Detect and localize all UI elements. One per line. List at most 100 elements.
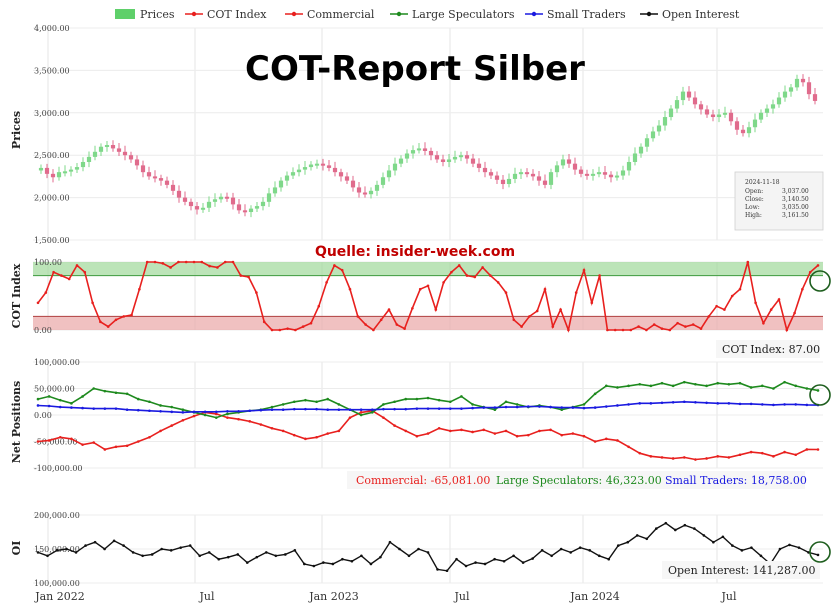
candle-down <box>176 190 182 198</box>
candle-down <box>482 167 488 173</box>
open-interest-line-point <box>654 527 658 530</box>
candle-up <box>86 156 92 162</box>
small-traders-line-point <box>370 408 374 412</box>
open-interest-line-point <box>445 569 449 573</box>
candle-down <box>140 165 146 173</box>
large-speculators-line-point <box>337 403 341 406</box>
small-traders-line-point <box>304 407 307 411</box>
large-speculators-line-point <box>582 403 586 406</box>
commercial-line-point <box>560 433 564 437</box>
candle-up <box>506 178 512 185</box>
open-interest-line-point <box>455 557 458 561</box>
open-interest-line-point <box>816 553 820 557</box>
open-interest-line-point <box>426 551 430 554</box>
small-traders-line-point <box>337 408 341 412</box>
small-traders-line-point <box>437 407 441 410</box>
large-speculators-line-point <box>170 405 174 409</box>
open-interest-line-point <box>464 564 468 568</box>
small-traders-line-point <box>415 407 419 410</box>
commercial-line-point <box>315 435 318 439</box>
open-interest-line-point <box>493 557 496 561</box>
candle-up <box>278 180 284 188</box>
large-speculators-line-point <box>58 398 62 402</box>
y-tick-label: 100,000.00 <box>34 358 80 367</box>
cot-index-line-point <box>286 327 289 330</box>
large-speculators-line-point <box>616 386 619 389</box>
open-interest-line-point <box>112 539 116 543</box>
high-band <box>33 262 823 276</box>
large-speculators-line-point <box>125 392 129 396</box>
commercial-value-label: Commercial: -65,081.00 <box>356 474 490 487</box>
large-speculators-line-point <box>460 395 463 398</box>
open-interest-line-point <box>578 546 582 549</box>
candle-down <box>698 104 704 110</box>
tooltip-value: 3,140.50 <box>782 196 809 203</box>
open-interest-line-point <box>559 547 563 551</box>
open-interest-line-point <box>322 561 325 564</box>
commercial-line-point <box>148 435 151 439</box>
candle-up <box>380 177 386 185</box>
cot-index-line-point <box>574 291 578 294</box>
open-interest-line-point <box>388 540 392 544</box>
cot-index-line-point <box>434 308 438 311</box>
commercial-line-point <box>382 416 385 419</box>
candle-down <box>566 159 572 164</box>
small-traders-line-point <box>237 409 240 413</box>
legend-label: Prices <box>140 8 175 21</box>
net-positions-highlight-circle <box>809 384 831 406</box>
open-interest-line-point <box>122 544 125 547</box>
large-speculators-line-point <box>36 397 40 401</box>
cot-index-line-point <box>738 287 742 291</box>
commercial-line-point <box>749 450 753 454</box>
chart-title: COT-Report Silber <box>245 49 585 89</box>
cot-index-line-point <box>169 266 172 269</box>
open-interest-line-point <box>540 549 544 552</box>
commercial-line-point <box>794 453 798 457</box>
small-traders-line-point <box>660 401 664 405</box>
large-speculators-line-point <box>393 400 396 404</box>
legend[interactable]: Prices COT Index Commercial Large Speculato… <box>115 8 740 21</box>
candle-down <box>236 204 242 211</box>
cot-index-line-point <box>730 294 734 298</box>
candle-up <box>446 159 452 162</box>
open-interest-line-point <box>264 551 268 554</box>
commercial-line-point <box>304 437 307 441</box>
small-traders-line-point <box>315 407 318 411</box>
commercial-line <box>37 409 819 461</box>
commercial-line-point <box>70 437 73 441</box>
small-traders-line-point <box>604 405 608 408</box>
large-speculators-line-point <box>716 381 720 385</box>
open-interest-line-point <box>407 554 411 558</box>
cot-index-line-point <box>387 308 391 311</box>
candle-down <box>728 112 734 122</box>
commercial-line-point <box>359 411 363 414</box>
cot-index-line-point <box>208 264 211 268</box>
open-interest-line-point <box>160 547 163 551</box>
cot-index-line-point <box>652 323 656 326</box>
small-traders-line-point <box>805 403 809 407</box>
cot-index-line-point <box>138 287 141 291</box>
commercial-line-point <box>816 448 820 451</box>
cot-index-line-point <box>294 328 297 332</box>
candle-down <box>800 78 806 83</box>
candle-up <box>392 163 398 171</box>
candle-up <box>518 172 524 175</box>
x-tick-label: Jan 2023 <box>308 590 359 603</box>
open-interest-line-point <box>207 551 211 554</box>
candle-up <box>662 117 668 126</box>
candle-up <box>98 146 104 152</box>
cot-index-line-point <box>372 328 375 332</box>
cot-index-line-point <box>621 328 625 332</box>
x-tick-label: Jul <box>198 590 214 603</box>
large-speculators-line-point <box>760 384 764 388</box>
small-traders-line-point <box>526 405 530 408</box>
small-traders-value-label: Small Traders: 18,758.00 <box>665 474 807 487</box>
legend-label: Small Traders <box>547 8 626 21</box>
cot-index-line-point <box>637 325 640 328</box>
cot-index-line-point <box>801 287 804 291</box>
candle-up <box>746 127 752 134</box>
open-interest-line-point <box>531 557 534 560</box>
small-traders-line-point <box>192 410 196 414</box>
commercial-line-point <box>348 416 352 419</box>
candle-down <box>122 151 128 156</box>
